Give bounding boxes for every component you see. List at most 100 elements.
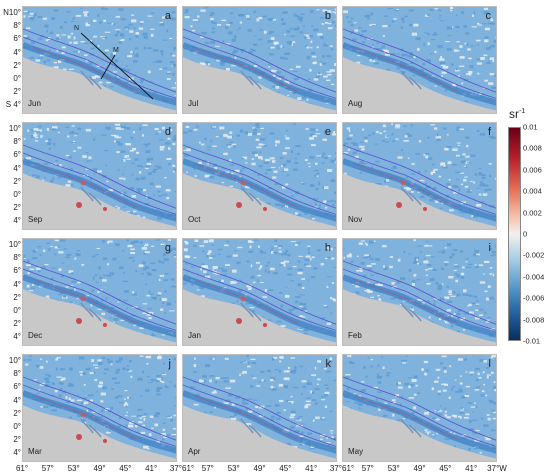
transect-label-n: N (74, 25, 80, 32)
lon-tick-label: 45° (439, 464, 452, 473)
map-panel-a: a Jun N M (22, 6, 177, 114)
lon-tick-label: 53° (227, 464, 240, 473)
panel-month: Oct (188, 215, 201, 224)
panel-month: May (348, 447, 364, 456)
map-svg (183, 355, 336, 461)
lon-tick-label: 45° (279, 464, 292, 473)
panel-letter: h (324, 242, 331, 254)
map-svg (183, 123, 336, 229)
lat-tick-label: 4° (13, 395, 21, 405)
map-panel-g: g Dec (22, 238, 177, 346)
colorbar-tick-label: -0.01 (523, 336, 541, 346)
lon-tick-label: 57° (201, 464, 214, 473)
map-panel-c: c Aug (342, 6, 497, 114)
colorbar-tick-label: 0.008 (523, 143, 542, 153)
colorbar-tick-label: 0.004 (523, 186, 542, 196)
map-svg (343, 123, 496, 229)
map-svg (343, 239, 496, 345)
lon-tick-label: 41° (305, 464, 318, 473)
panel-month: Apr (188, 447, 201, 456)
panel-letter: i (488, 242, 491, 254)
lon-tick-label: 57° (361, 464, 374, 473)
map-panel-k: k Apr (182, 354, 337, 462)
panel-month: Jan (188, 331, 201, 340)
panel-month: Mar (28, 447, 42, 456)
lat-tick-label: 2° (13, 319, 21, 329)
lon-tick-label: 37°W (487, 464, 507, 473)
map-panel-d: d Sep (22, 122, 177, 230)
panel-month: Nov (348, 215, 363, 224)
lat-tick-label: 2° (13, 408, 21, 418)
map-svg (23, 7, 176, 113)
lon-tick-label: 49° (93, 464, 106, 473)
lat-tick-label: 10° (8, 240, 21, 249)
lat-tick-label: 4° (13, 47, 21, 57)
panel-letter: f (487, 126, 491, 138)
map-svg (23, 355, 176, 461)
lon-tick-label: 41° (465, 464, 478, 473)
panel-month: Sep (28, 215, 43, 224)
lon-tick-label: 45° (119, 464, 132, 473)
lon-tick-label: 49° (253, 464, 266, 473)
colorbar-tick-label: -0.008 (523, 315, 545, 325)
lat-tick-label: 6° (13, 34, 21, 44)
lon-tick-label: 61° (15, 464, 29, 473)
lat-tick-label: 4° (13, 332, 21, 342)
panel-letter: d (164, 126, 171, 138)
panel-month: Feb (348, 331, 362, 340)
map-panel-f: f Nov (342, 122, 497, 230)
lat-tick-label: 4° (13, 279, 21, 289)
map-svg (23, 123, 176, 229)
lat-tick-label: 2° (13, 176, 21, 186)
lat-tick-label: 0° (13, 422, 21, 431)
panel-letter: k (325, 358, 332, 370)
lat-tick-label: N10° (3, 8, 21, 17)
map-panel-i: i Feb (342, 238, 497, 346)
lat-tick-label: 4° (13, 216, 21, 226)
lat-tick-label: 0° (13, 306, 21, 315)
panel-letter: a (164, 10, 171, 22)
panel-letter: l (488, 358, 491, 370)
transect-line-m (100, 54, 116, 80)
colorbar-tick-label: -0.004 (523, 272, 545, 282)
panel-letter: j (168, 358, 171, 370)
lat-tick-label: 2° (13, 435, 21, 445)
lat-tick-label: 2° (13, 60, 21, 70)
map-svg (343, 7, 496, 113)
lat-tick-label: 8° (13, 369, 21, 379)
map-panel-l: l May (342, 354, 497, 462)
panel-letter: g (164, 242, 171, 254)
panel-letter: b (324, 10, 331, 22)
transect-label-m: M (113, 47, 119, 54)
lon-tick-label: 37°61° (169, 464, 195, 473)
colorbar-tick-label: 0 (523, 229, 528, 239)
lon-tick-label: 41° (145, 464, 158, 473)
lat-tick-label: 4° (13, 163, 21, 173)
panel-month: Aug (348, 99, 363, 108)
panel-letter: e (324, 126, 331, 138)
lat-tick-label: 10° (8, 124, 21, 133)
colorbar-tick-label: 0.002 (523, 208, 542, 218)
lat-tick-label: 0° (13, 74, 21, 83)
lat-tick-label: S 4° (5, 100, 21, 110)
lat-tick-label: 2° (13, 292, 21, 302)
map-panel-e: e Oct (182, 122, 337, 230)
lat-tick-label: 8° (13, 253, 21, 263)
lon-tick-label: 37°61° (329, 464, 355, 473)
lat-tick-label: 6° (13, 150, 21, 160)
panel-month: Jun (28, 99, 41, 108)
lon-tick-label: 57° (41, 464, 54, 473)
lat-tick-label: 6° (13, 382, 21, 392)
map-svg (183, 7, 336, 113)
lon-tick-label: 53° (387, 464, 400, 473)
lon-tick-label: 53° (67, 464, 80, 473)
lat-tick-label: 2° (13, 203, 21, 213)
lat-tick-label: 8° (13, 21, 21, 31)
lat-tick-label: 0° (13, 190, 21, 199)
panel-month: Dec (28, 331, 43, 340)
map-svg (23, 239, 176, 345)
panel-letter: c (485, 10, 492, 22)
colorbar (508, 127, 521, 341)
map-svg (343, 355, 496, 461)
map-svg (183, 239, 336, 345)
